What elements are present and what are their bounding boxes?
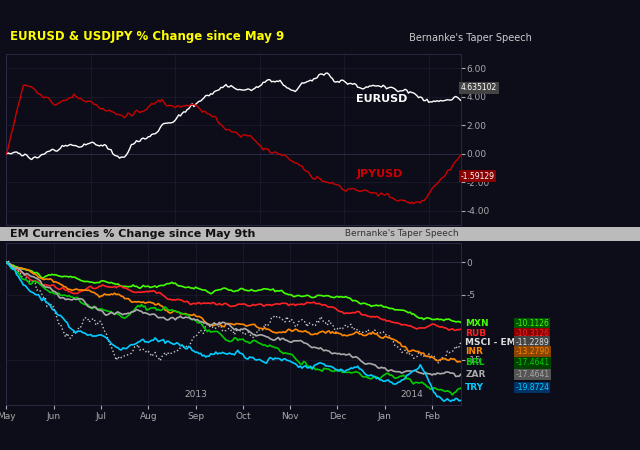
Text: -19.8724: -19.8724	[515, 383, 549, 392]
Text: Bernanke's Taper Speech: Bernanke's Taper Speech	[406, 33, 532, 43]
Text: -1.59129: -1.59129	[461, 172, 495, 181]
Text: RUB: RUB	[465, 329, 486, 338]
Text: -17.4641: -17.4641	[515, 370, 550, 379]
Text: JPYUSD: JPYUSD	[356, 169, 403, 179]
Text: -17.4641: -17.4641	[515, 358, 550, 367]
Text: 4.635102: 4.635102	[461, 83, 497, 92]
Text: EM Currencies % Change since May 9th: EM Currencies % Change since May 9th	[10, 229, 255, 239]
Text: TRY: TRY	[465, 383, 484, 392]
Text: MSCI - EMIndex: MSCI - EMIndex	[465, 338, 544, 346]
Text: -10.3126: -10.3126	[515, 329, 549, 338]
Text: -10.1126: -10.1126	[515, 320, 549, 328]
Text: ZAR: ZAR	[465, 370, 486, 379]
Text: MXN: MXN	[465, 320, 489, 328]
Text: -13.2790: -13.2790	[515, 347, 550, 356]
Text: -11.2289: -11.2289	[515, 338, 549, 346]
Text: 2013: 2013	[184, 390, 207, 399]
Text: INR: INR	[465, 347, 483, 356]
Text: EURUSD: EURUSD	[356, 94, 408, 104]
Text: Bernanke's Taper Speech: Bernanke's Taper Speech	[342, 230, 459, 238]
Text: BRL: BRL	[465, 358, 485, 367]
Text: EURUSD & USDJPY % Change since May 9: EURUSD & USDJPY % Change since May 9	[10, 30, 284, 43]
Text: 2014: 2014	[401, 390, 423, 399]
